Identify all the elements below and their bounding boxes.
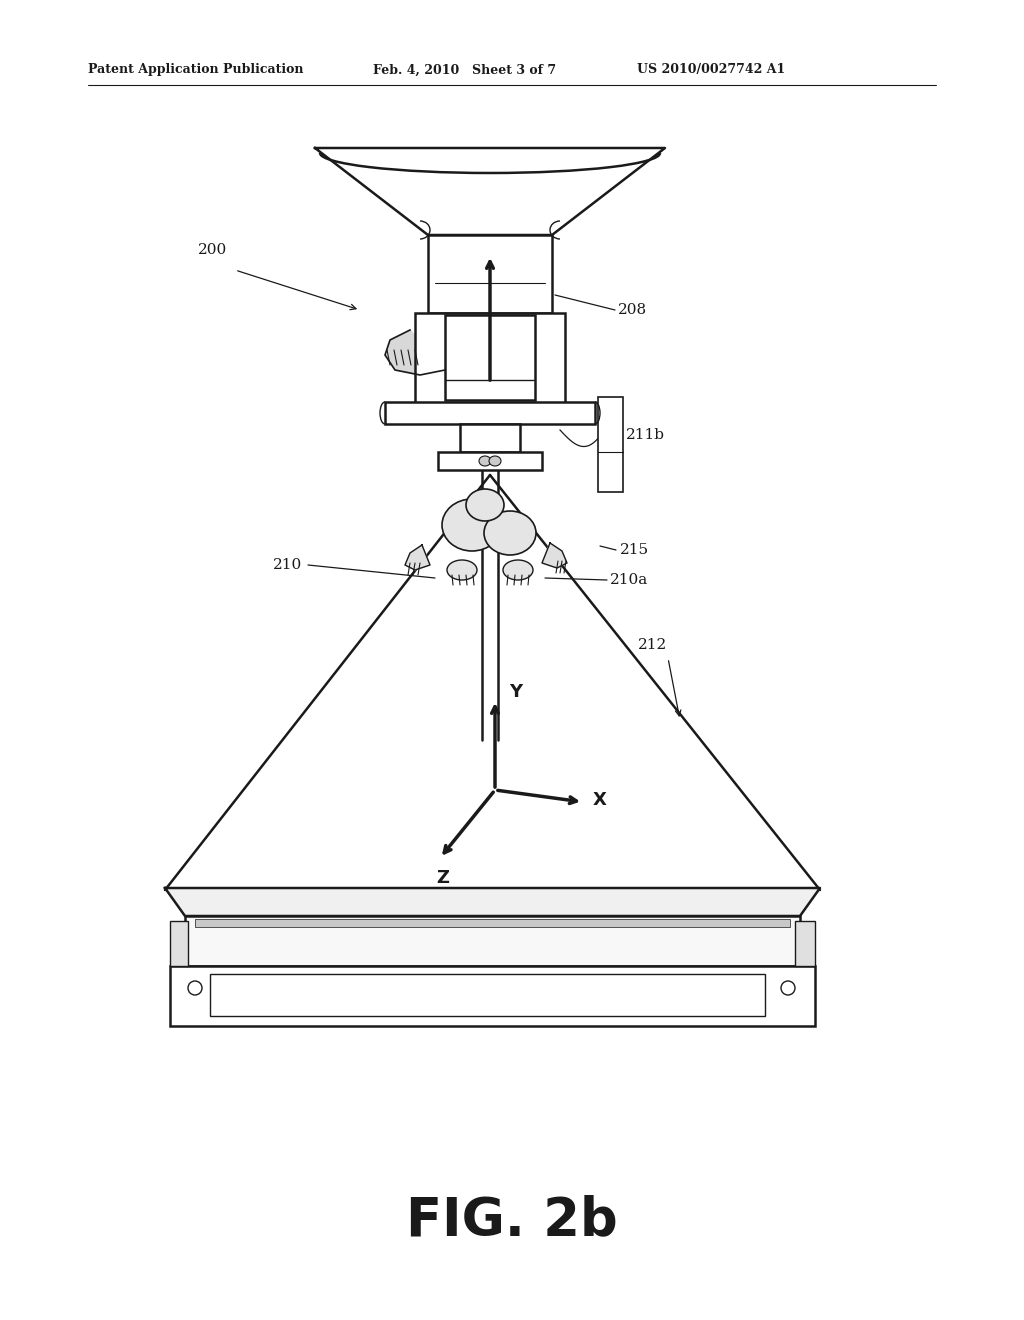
Ellipse shape: [442, 499, 502, 550]
Bar: [598, 397, 623, 492]
Polygon shape: [165, 888, 820, 916]
Text: X: X: [593, 791, 607, 809]
Text: 212: 212: [638, 638, 668, 652]
Text: Y: Y: [509, 682, 522, 701]
Polygon shape: [385, 330, 445, 375]
Text: 210a: 210a: [610, 573, 648, 587]
Bar: [428, 235, 552, 313]
Bar: [195, 919, 790, 927]
Bar: [170, 921, 188, 966]
Text: Patent Application Publication: Patent Application Publication: [88, 63, 303, 77]
Bar: [445, 315, 535, 400]
Text: 200: 200: [198, 243, 227, 257]
Bar: [185, 916, 800, 966]
Bar: [460, 424, 520, 451]
Text: 215: 215: [620, 543, 649, 557]
Polygon shape: [542, 543, 567, 568]
Ellipse shape: [447, 560, 477, 579]
Bar: [415, 313, 565, 403]
Text: Z: Z: [436, 869, 450, 887]
Ellipse shape: [466, 488, 504, 521]
Text: 211b: 211b: [626, 428, 665, 442]
Text: US 2010/0027742 A1: US 2010/0027742 A1: [637, 63, 785, 77]
Ellipse shape: [503, 560, 534, 579]
Text: FIG. 2b: FIG. 2b: [407, 1195, 617, 1246]
Bar: [385, 403, 595, 424]
Ellipse shape: [479, 455, 490, 466]
Bar: [438, 451, 542, 470]
Text: 208: 208: [618, 304, 647, 317]
Bar: [170, 966, 815, 1026]
Polygon shape: [406, 545, 430, 570]
Bar: [795, 921, 815, 966]
Text: 210: 210: [273, 558, 302, 572]
Text: Sheet 3 of 7: Sheet 3 of 7: [472, 63, 556, 77]
Polygon shape: [315, 148, 665, 235]
Ellipse shape: [484, 511, 536, 554]
Bar: [210, 974, 765, 1016]
Text: Feb. 4, 2010: Feb. 4, 2010: [373, 63, 459, 77]
Ellipse shape: [489, 455, 501, 466]
